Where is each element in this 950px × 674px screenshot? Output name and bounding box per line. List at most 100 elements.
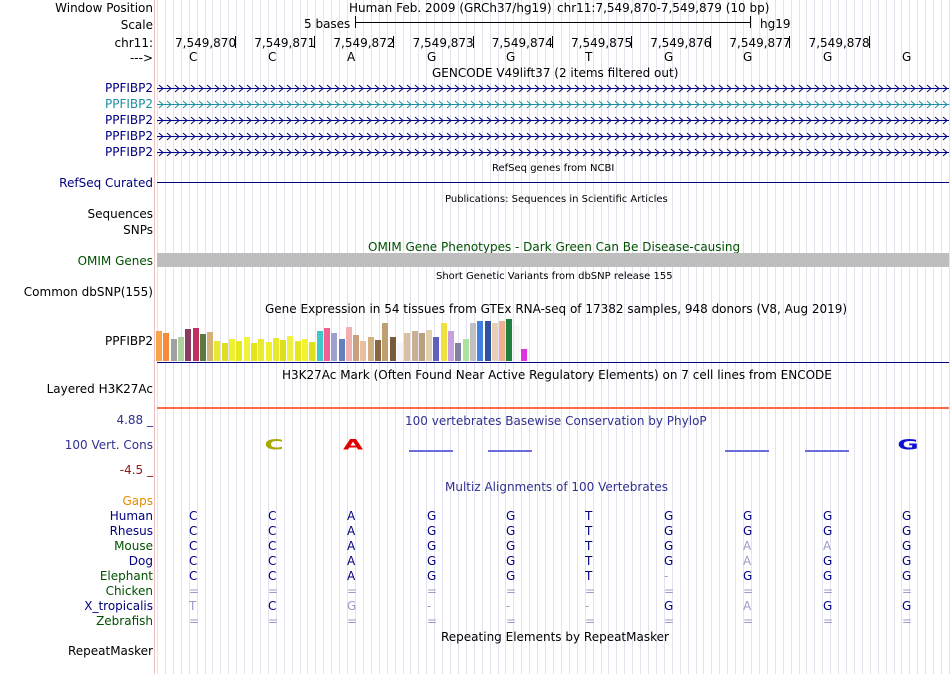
snps-label[interactable]: SNPs (123, 223, 153, 237)
gtex-tissue-bar[interactable] (199, 334, 206, 361)
h3k27ac-signal-line[interactable] (157, 407, 949, 409)
gtex-tissue-bar[interactable] (309, 342, 316, 361)
gencode-item-label[interactable]: PPFIBP2 (104, 97, 153, 111)
omim-track-label[interactable]: OMIM Genes (77, 254, 153, 268)
gtex-tissue-bar[interactable] (236, 341, 243, 361)
gtex-tissue-bar[interactable] (375, 340, 381, 361)
grid-line (284, 0, 285, 674)
refseq-track-title[interactable]: RefSeq genes from NCBI (492, 163, 615, 174)
gtex-tissue-bar[interactable] (440, 323, 447, 361)
gtex-tissue-bar[interactable] (353, 335, 360, 361)
gtex-tissue-bar[interactable] (448, 331, 454, 361)
grid-line (608, 0, 609, 674)
gtex-bar-chart[interactable] (156, 317, 536, 361)
multiz-track-title[interactable]: Multiz Alignments of 100 Vertebrates (445, 480, 669, 494)
gtex-tissue-bar[interactable] (513, 325, 520, 361)
gtex-tissue-bar[interactable] (382, 323, 389, 361)
gtex-tissue-bar[interactable] (280, 340, 287, 361)
alignment-base: G (902, 509, 912, 523)
gtex-tissue-bar[interactable] (229, 339, 235, 361)
grid-line (315, 0, 316, 674)
gtex-tissue-bar[interactable] (170, 339, 177, 361)
gtex-tissue-bar[interactable] (323, 328, 330, 361)
gencode-track-title[interactable]: GENCODE V49lift37 (2 items filtered out) (432, 66, 679, 80)
gtex-tissue-bar[interactable] (214, 341, 221, 361)
gtex-tissue-bar[interactable] (396, 343, 403, 361)
dbsnp-track-label[interactable]: Common dbSNP(155) (23, 285, 153, 299)
publications-track-title[interactable]: Publications: Sequences in Scientific Ar… (445, 194, 668, 205)
species-label[interactable]: Dog (128, 554, 153, 568)
gtex-tissue-bar[interactable] (192, 328, 199, 361)
species-label[interactable]: Chicken (105, 584, 153, 598)
gtex-tissue-bar[interactable] (287, 336, 294, 361)
gtex-tissue-bar[interactable] (499, 321, 506, 361)
gtex-track-label[interactable]: PPFIBP2 (104, 334, 153, 348)
gtex-tissue-bar[interactable] (221, 343, 228, 361)
gtex-track-title[interactable]: Gene Expression in 54 tissues from GTEx … (265, 302, 848, 316)
gtex-tissue-bar[interactable] (506, 319, 513, 361)
gtex-tissue-bar[interactable] (331, 333, 338, 361)
gtex-tissue-bar[interactable] (404, 333, 411, 361)
gtex-tissue-bar[interactable] (411, 331, 418, 361)
gtex-tissue-bar[interactable] (163, 333, 170, 361)
gencode-transcript[interactable] (157, 147, 949, 158)
omim-track-title[interactable]: OMIM Gene Phenotypes - Dark Green Can Be… (368, 240, 741, 254)
species-label[interactable]: Rhesus (109, 524, 153, 538)
gencode-item-label[interactable]: PPFIBP2 (104, 129, 153, 143)
gtex-tissue-bar[interactable] (265, 342, 272, 361)
conservation-track-label[interactable]: 100 Vert. Cons (64, 438, 153, 452)
gaps-label[interactable]: Gaps (122, 494, 153, 508)
gtex-tissue-bar[interactable] (484, 321, 491, 361)
gtex-tissue-bar[interactable] (426, 330, 433, 361)
species-label[interactable]: X_tropicalis (84, 599, 153, 613)
gtex-tissue-bar[interactable] (360, 341, 367, 361)
gtex-tissue-bar[interactable] (302, 339, 308, 361)
gtex-tissue-bar[interactable] (491, 323, 498, 361)
gtex-tissue-bar[interactable] (521, 349, 527, 361)
gencode-transcript[interactable] (157, 115, 949, 126)
gtex-tissue-bar[interactable] (469, 323, 476, 361)
gencode-item-label[interactable]: PPFIBP2 (104, 81, 153, 95)
gtex-tissue-bar[interactable] (389, 337, 396, 361)
dbsnp-track-title[interactable]: Short Genetic Variants from dbSNP releas… (436, 271, 673, 282)
species-label[interactable]: Mouse (114, 539, 153, 553)
sequences-label[interactable]: Sequences (87, 207, 153, 221)
refseq-gene-line[interactable] (157, 182, 949, 183)
gtex-tissue-bar[interactable] (243, 337, 250, 361)
gtex-tissue-bar[interactable] (156, 331, 162, 361)
gtex-tissue-bar[interactable] (316, 331, 323, 361)
gtex-tissue-bar[interactable] (418, 333, 425, 361)
gencode-item-label[interactable]: PPFIBP2 (104, 145, 153, 159)
gtex-tissue-bar[interactable] (433, 337, 440, 361)
species-label[interactable]: Zebrafish (96, 614, 153, 628)
species-label[interactable]: Human (109, 509, 153, 523)
gtex-tissue-bar[interactable] (258, 339, 265, 361)
h3k27ac-track-label[interactable]: Layered H3K27Ac (46, 382, 153, 396)
gencode-transcript[interactable] (157, 99, 949, 110)
gtex-tissue-bar[interactable] (250, 343, 257, 361)
repeatmasker-track-title[interactable]: Repeating Elements by RepeatMasker (441, 630, 669, 644)
omim-gene-bar[interactable] (157, 253, 949, 267)
ruler-coordinate: 7,549,877 (729, 36, 791, 50)
grid-line (711, 0, 712, 674)
species-label[interactable]: Elephant (99, 569, 153, 583)
gtex-tissue-bar[interactable] (294, 341, 301, 361)
gtex-tissue-bar[interactable] (338, 339, 345, 361)
gtex-tissue-bar[interactable] (462, 339, 469, 361)
repeatmasker-track-label[interactable]: RepeatMasker (67, 644, 153, 658)
gtex-tissue-bar[interactable] (345, 327, 352, 361)
gencode-transcript[interactable] (157, 131, 949, 142)
gtex-tissue-bar[interactable] (455, 343, 462, 361)
gencode-item-label[interactable]: PPFIBP2 (104, 113, 153, 127)
grid-line (870, 0, 871, 674)
gtex-tissue-bar[interactable] (177, 337, 184, 361)
gtex-tissue-bar[interactable] (477, 321, 484, 361)
gtex-tissue-bar[interactable] (272, 338, 279, 361)
gtex-tissue-bar[interactable] (367, 337, 374, 361)
conservation-track-title[interactable]: 100 vertebrates Basewise Conservation by… (405, 414, 707, 428)
gtex-tissue-bar[interactable] (185, 329, 192, 361)
gtex-tissue-bar[interactable] (207, 332, 214, 361)
gencode-transcript[interactable] (157, 83, 949, 94)
h3k27ac-track-title[interactable]: H3K27Ac Mark (Often Found Near Active Re… (282, 368, 832, 382)
refseq-track-label[interactable]: RefSeq Curated (59, 176, 153, 190)
